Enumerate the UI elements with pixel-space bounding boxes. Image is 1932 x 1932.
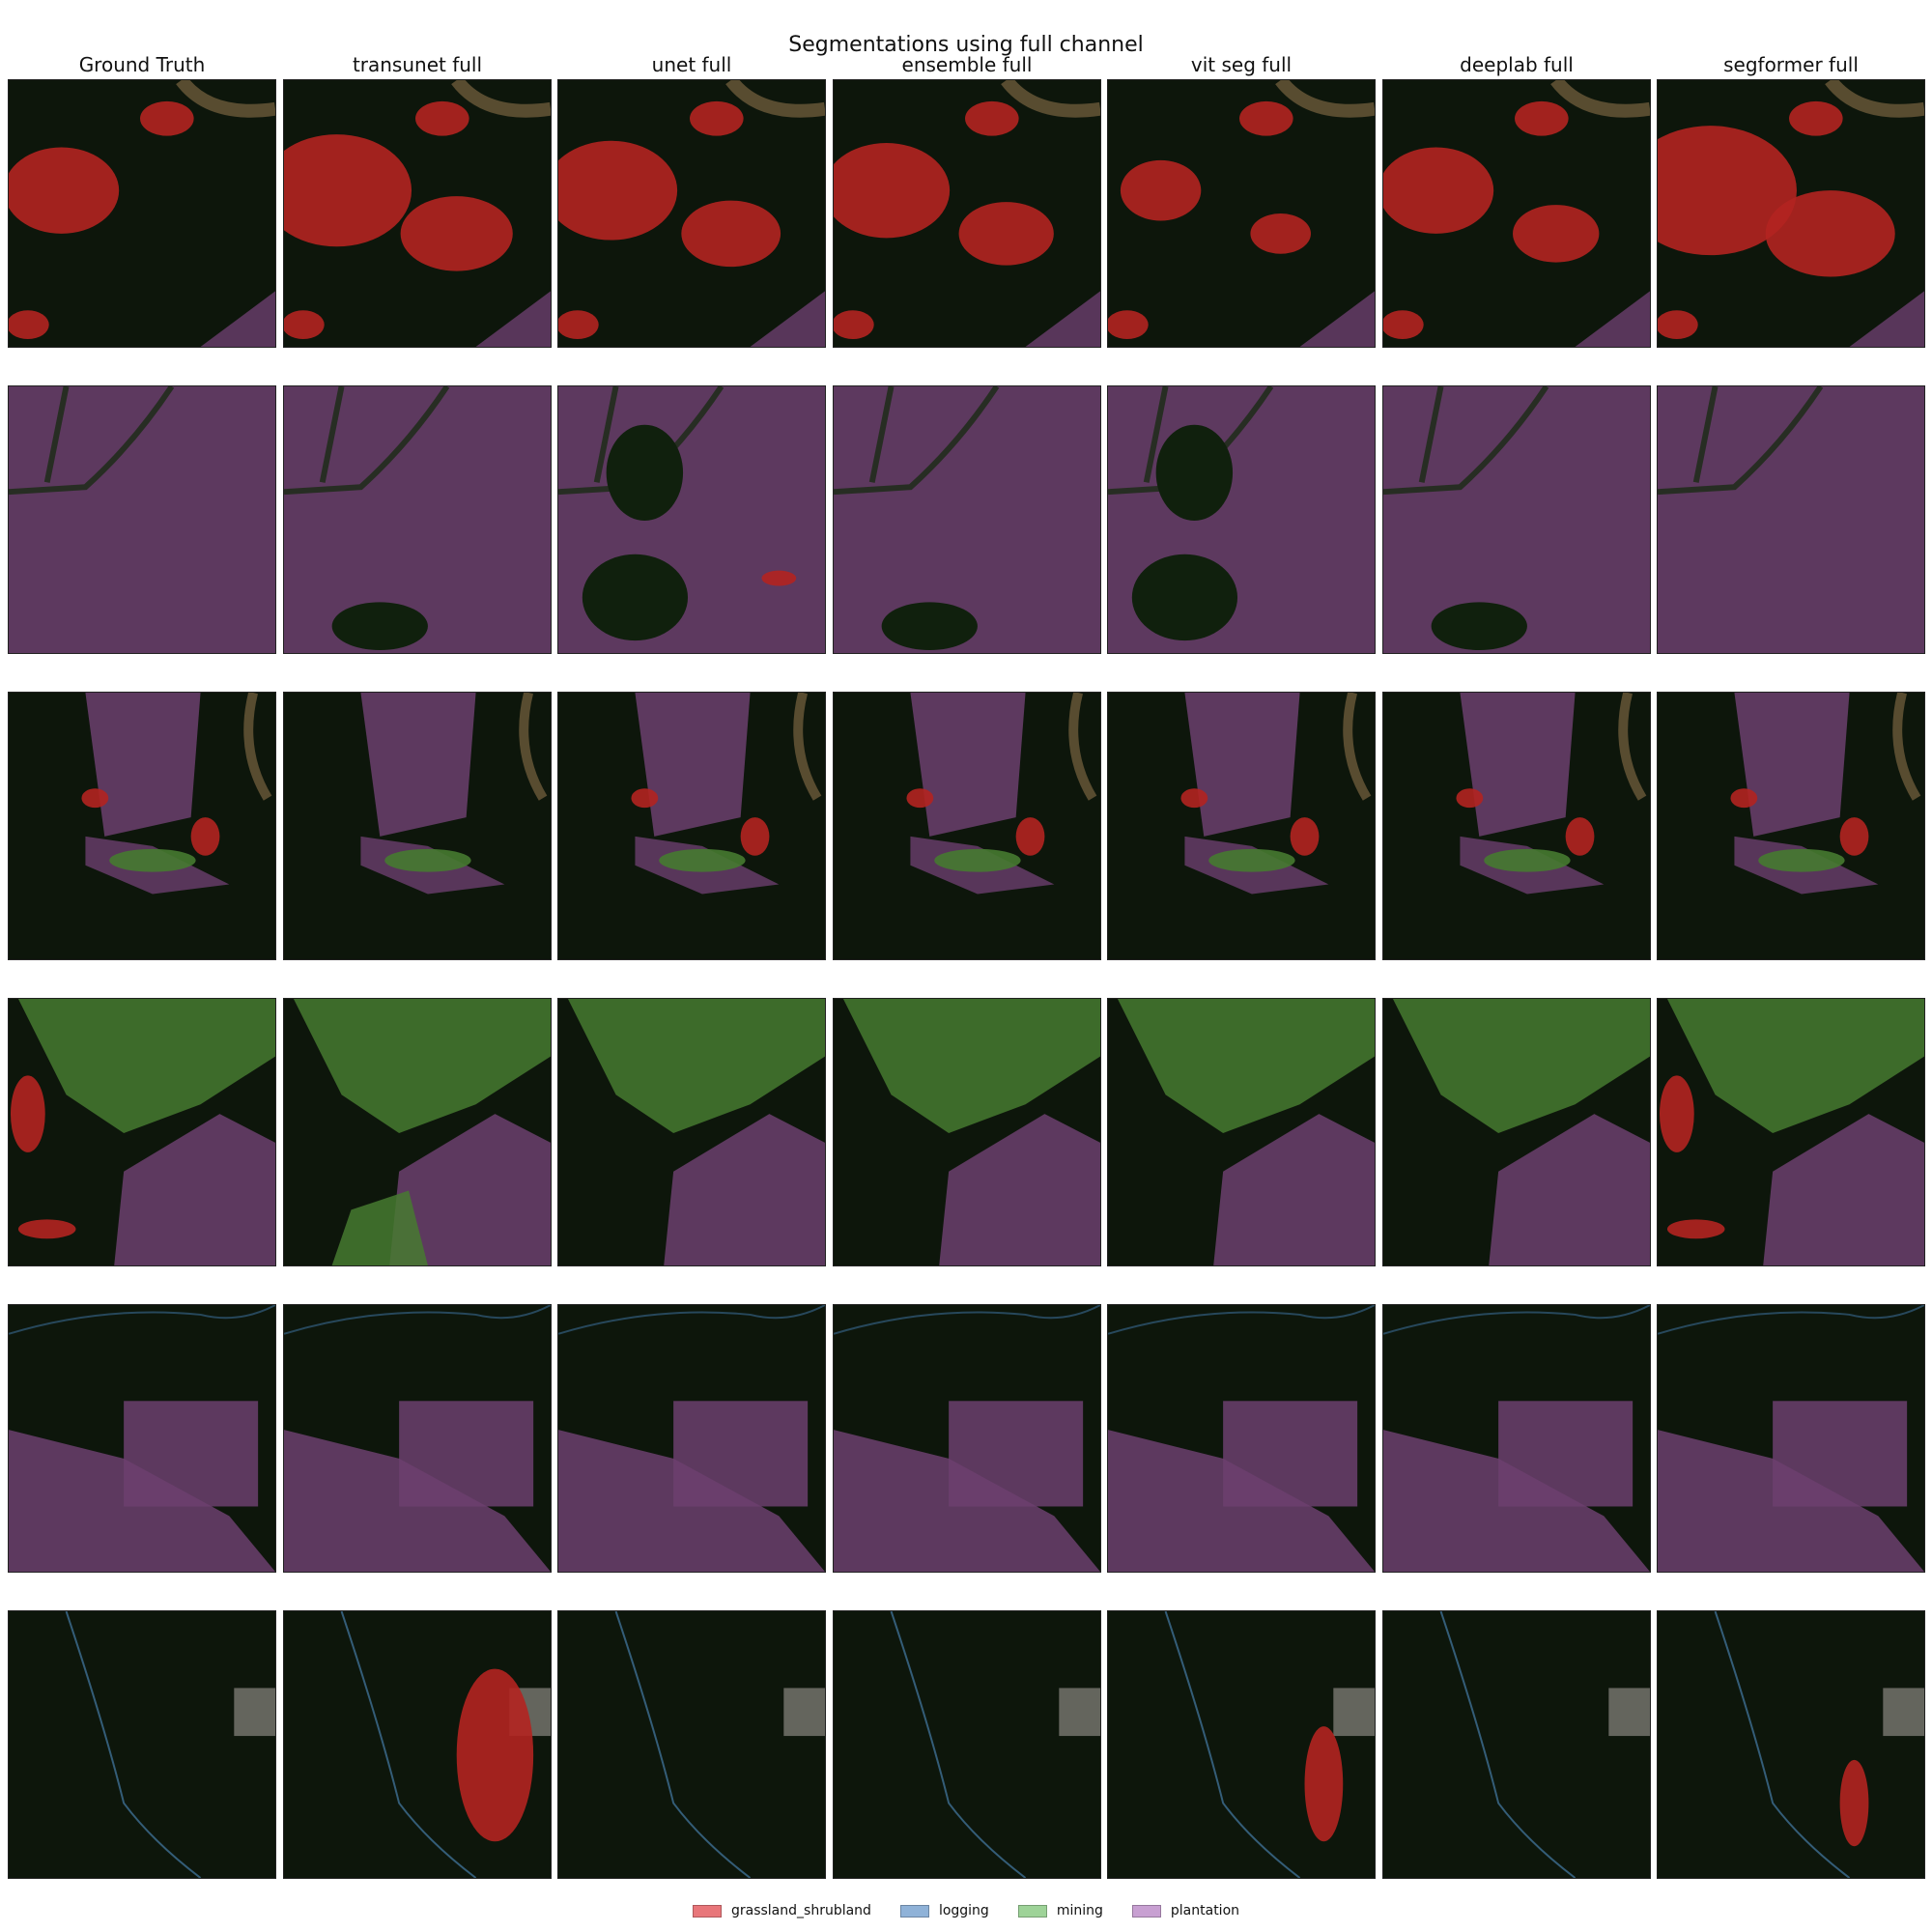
segmentation-panel bbox=[557, 79, 826, 348]
segmentation-panel bbox=[1107, 385, 1376, 654]
segmentation-panel bbox=[1107, 1610, 1376, 1879]
segmentation-panel bbox=[283, 1304, 552, 1573]
legend-label-plantation: plantation bbox=[1170, 1903, 1240, 1918]
segmentation-panel bbox=[283, 1610, 552, 1879]
column-title: unet full bbox=[651, 53, 732, 76]
segmentation-panel bbox=[1657, 1304, 1925, 1573]
legend-item-plantation: plantation bbox=[1131, 1903, 1240, 1918]
legend-swatch-grassland bbox=[692, 1904, 722, 1918]
segmentation-panel bbox=[833, 1304, 1101, 1573]
legend-item-mining: mining bbox=[1017, 1903, 1103, 1918]
column-title: segformer full bbox=[1723, 53, 1859, 76]
segmentation-panel bbox=[1657, 79, 1925, 348]
segmentation-panel bbox=[833, 998, 1101, 1266]
legend-label-mining: mining bbox=[1056, 1903, 1103, 1918]
segmentation-panel bbox=[283, 998, 552, 1266]
segmentation-panel bbox=[833, 385, 1101, 654]
column-title: vit seg full bbox=[1190, 53, 1293, 76]
column-title: Ground Truth bbox=[78, 53, 206, 76]
segmentation-panel bbox=[557, 998, 826, 1266]
column-title: deeplab full bbox=[1460, 53, 1574, 76]
segmentation-panel bbox=[8, 385, 276, 654]
segmentation-panel bbox=[1107, 692, 1376, 960]
segmentation-panel bbox=[1107, 998, 1376, 1266]
legend: grassland_shrubland logging mining plant… bbox=[0, 1903, 1932, 1918]
segmentation-panel bbox=[833, 1610, 1101, 1879]
segmentation-panel bbox=[557, 1304, 826, 1573]
segmentation-panel bbox=[283, 385, 552, 654]
segmentation-panel bbox=[557, 692, 826, 960]
segmentation-panel bbox=[833, 79, 1101, 348]
legend-swatch-plantation bbox=[1131, 1904, 1161, 1918]
segmentation-panel bbox=[283, 79, 552, 348]
segmentation-panel bbox=[1382, 79, 1651, 348]
segmentation-panel bbox=[1657, 692, 1925, 960]
segmentation-panel bbox=[1382, 1610, 1651, 1879]
legend-label-logging: logging bbox=[938, 1903, 989, 1918]
segmentation-panel bbox=[8, 692, 276, 960]
legend-swatch-mining bbox=[1017, 1904, 1047, 1918]
legend-item-logging: logging bbox=[899, 1903, 989, 1918]
segmentation-panel bbox=[1107, 79, 1376, 348]
segmentation-panel bbox=[8, 998, 276, 1266]
segmentation-panel bbox=[1382, 692, 1651, 960]
column-title: transunet full bbox=[352, 53, 483, 76]
segmentation-panel bbox=[1382, 385, 1651, 654]
segmentation-panel bbox=[833, 692, 1101, 960]
segmentation-panel bbox=[557, 1610, 826, 1879]
legend-label-grassland: grassland_shrubland bbox=[730, 1903, 871, 1918]
segmentation-panel bbox=[8, 79, 276, 348]
column-title: ensemble full bbox=[901, 53, 1033, 76]
segmentation-panel bbox=[8, 1304, 276, 1573]
figure-title: Segmentations using full channel bbox=[788, 33, 1144, 57]
segmentation-panel bbox=[1657, 385, 1925, 654]
segmentation-panel bbox=[1657, 1610, 1925, 1879]
segmentation-panel bbox=[1657, 998, 1925, 1266]
segmentation-panel bbox=[1382, 998, 1651, 1266]
segmentation-panel bbox=[283, 692, 552, 960]
segmentation-panel bbox=[8, 1610, 276, 1879]
legend-swatch-logging bbox=[899, 1904, 929, 1918]
segmentation-panel bbox=[1107, 1304, 1376, 1573]
legend-item-grassland: grassland_shrubland bbox=[692, 1903, 871, 1918]
segmentation-panel bbox=[1382, 1304, 1651, 1573]
segmentation-panel bbox=[557, 385, 826, 654]
